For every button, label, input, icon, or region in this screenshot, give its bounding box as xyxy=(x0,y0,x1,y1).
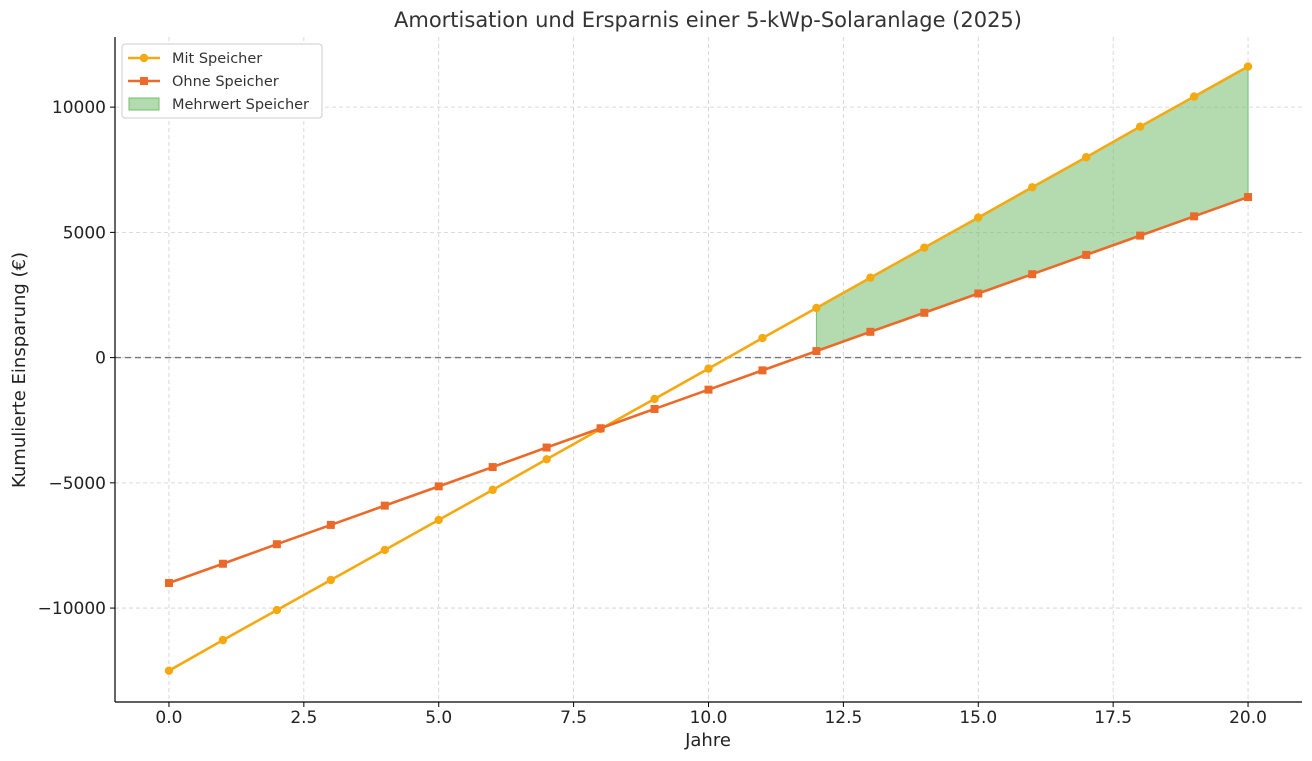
x-tick-label: 7.5 xyxy=(560,708,587,728)
data-point xyxy=(704,385,713,394)
data-point xyxy=(704,364,713,373)
y-tick-label: 5000 xyxy=(63,223,106,243)
data-point xyxy=(758,366,767,375)
x-tick-label: 20.0 xyxy=(1229,708,1267,728)
y-axis-title: Kumulierte Einsparung (€) xyxy=(9,252,30,488)
data-point xyxy=(1028,270,1037,279)
legend-label: Ohne Speicher xyxy=(172,74,279,90)
data-point xyxy=(812,303,821,313)
data-point xyxy=(164,666,174,675)
x-tick-label: 5.0 xyxy=(425,708,452,728)
series-layer xyxy=(164,62,1253,675)
data-point xyxy=(812,347,821,356)
data-point xyxy=(650,404,659,413)
legend-swatch-fill xyxy=(128,97,160,111)
data-point xyxy=(1244,193,1253,202)
ticks: 0.0 2.5 5.0 7.5 10.0 12.5 15.0 17.5 20.0 −10000 −5… xyxy=(38,98,1267,728)
y-tick-label: −10000 xyxy=(38,599,106,619)
data-point xyxy=(1243,62,1253,71)
x-tick-label: 0.0 xyxy=(155,708,182,728)
data-point xyxy=(218,635,228,645)
data-point xyxy=(434,482,443,491)
data-point xyxy=(434,515,443,525)
x-tick-label: 10.0 xyxy=(690,708,728,728)
x-tick-label: 2.5 xyxy=(290,708,317,728)
data-point xyxy=(974,213,983,222)
data-point xyxy=(488,463,497,472)
x-tick-label: 12.5 xyxy=(824,708,862,728)
data-point xyxy=(974,289,983,298)
y-tick-label: 0 xyxy=(95,349,106,369)
data-point xyxy=(326,520,335,529)
data-point xyxy=(1136,231,1145,240)
series-ohne-speicher xyxy=(164,193,1253,588)
data-point xyxy=(758,333,767,343)
x-tick-label: 15.0 xyxy=(959,708,997,728)
y-tick-label: −5000 xyxy=(48,474,106,494)
data-point xyxy=(488,485,497,495)
fill-layer xyxy=(815,65,1249,352)
legend-swatch-marker xyxy=(139,53,149,63)
data-point xyxy=(596,424,605,433)
data-point xyxy=(542,455,551,464)
data-point xyxy=(920,308,929,317)
data-point xyxy=(272,540,281,549)
legend-label: Mehrwert Speicher xyxy=(172,97,309,113)
fill-area-mehrwert xyxy=(815,65,1249,352)
data-point xyxy=(380,501,389,510)
data-point xyxy=(218,559,227,568)
legend: Mit Speicher Ohne Speicher Mehrwert Speich… xyxy=(121,43,323,119)
data-point xyxy=(1190,212,1199,221)
legend-box xyxy=(121,43,323,119)
data-point xyxy=(920,243,929,252)
legend-label: Mit Speicher xyxy=(172,51,262,67)
chart-title: Amortisation und Ersparnis einer 5-kWp-S… xyxy=(394,8,1022,32)
data-point xyxy=(380,545,389,555)
x-tick-label: 17.5 xyxy=(1094,708,1132,728)
data-point xyxy=(1081,153,1091,162)
y-tick-label: 10000 xyxy=(52,98,106,118)
data-point xyxy=(650,394,659,404)
x-axis-title: Jahre xyxy=(684,730,731,751)
legend-swatch-marker xyxy=(140,77,148,85)
data-point xyxy=(1189,92,1199,101)
data-point xyxy=(866,327,875,336)
data-point xyxy=(1082,250,1091,259)
data-point xyxy=(866,273,875,282)
data-point xyxy=(1028,183,1037,192)
series-mit-speicher xyxy=(164,62,1253,675)
data-point xyxy=(164,579,173,588)
data-point xyxy=(326,575,336,585)
data-point xyxy=(1135,122,1145,131)
data-point xyxy=(272,605,282,615)
data-point xyxy=(542,443,551,452)
